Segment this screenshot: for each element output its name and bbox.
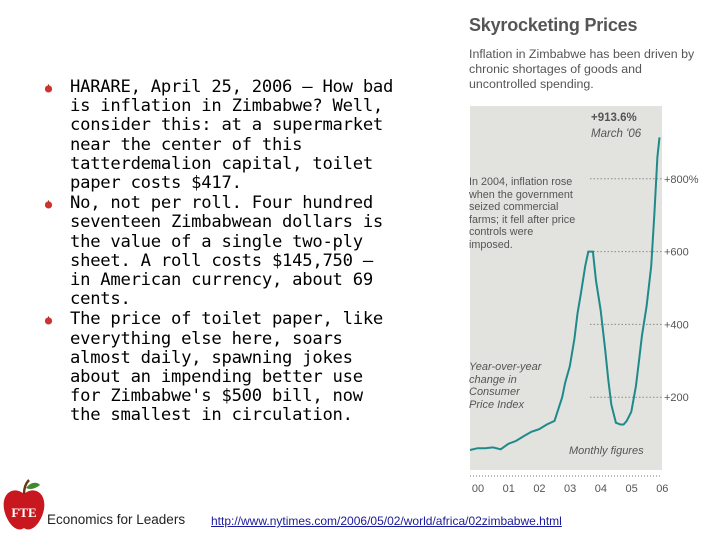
- x-tick-label: 05: [625, 483, 637, 495]
- bullet-item: HARARE, April 25, 2006 — How bad is infl…: [44, 77, 396, 194]
- x-tick-label: 06: [656, 483, 668, 495]
- red-apple-bullet-icon: [44, 84, 53, 93]
- x-tick-label: 03: [564, 483, 576, 495]
- y-tick-label: +800%: [664, 174, 699, 186]
- brand-name: Economics for Leaders: [47, 512, 186, 527]
- bullet-item: The price of toilet paper, like everythi…: [44, 310, 396, 425]
- x-tick-label: 04: [595, 483, 607, 495]
- chart-plot: 00 01 02 03 04 05 06 +200 +400 +600 +800%: [469, 106, 699, 495]
- x-tick-label: 01: [503, 483, 515, 495]
- x-tick-label: 02: [533, 483, 545, 495]
- bullet-text: HARARE, April 25, 2006 — How bad is infl…: [70, 77, 394, 194]
- axis-caption: Year-over-year change in Consumer Price …: [469, 361, 542, 411]
- peak-value-label: +913.6%: [591, 112, 637, 124]
- x-tick-label: 00: [472, 483, 484, 495]
- y-tick-label: +400: [664, 319, 689, 331]
- plot-background: [470, 106, 662, 470]
- policy-note: In 2004, inflation rose when the governm…: [469, 176, 576, 251]
- bullet-list: HARARE, April 25, 2006 — How bad is infl…: [44, 77, 396, 427]
- bullet-text: No, not per roll. Four hundred seventeen…: [70, 193, 384, 310]
- source-link[interactable]: http://www.nytimes.com/2006/05/02/world/…: [211, 514, 562, 528]
- red-apple-bullet-icon: [44, 316, 53, 325]
- red-apple-bullet-icon: [44, 200, 53, 209]
- chart-subtitle: Inflation in Zimbabwe has been driven by…: [469, 47, 695, 91]
- frequency-label: Monthly figures: [569, 445, 644, 457]
- bullet-item: No, not per roll. Four hundred seventeen…: [44, 194, 396, 309]
- inflation-line: [469, 137, 661, 451]
- peak-date-label: March '06: [591, 128, 642, 140]
- fte-apple-logo: FTE: [3, 479, 45, 530]
- y-tick-label: +600: [664, 247, 689, 259]
- y-tick-label: +200: [664, 392, 689, 404]
- inflation-chart: Skyrocketing Prices Inflation in Zimbabw…: [460, 6, 718, 498]
- bullet-text: The price of toilet paper, like everythi…: [70, 309, 384, 426]
- logo-text: FTE: [11, 505, 36, 520]
- chart-title: Skyrocketing Prices: [469, 15, 638, 35]
